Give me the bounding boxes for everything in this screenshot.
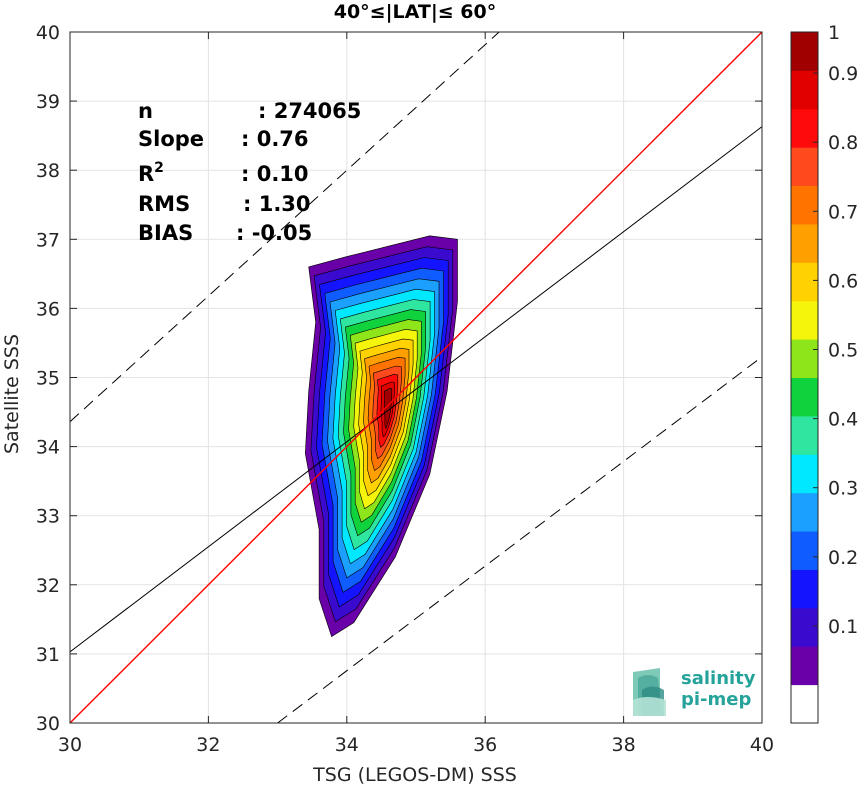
stat-label: BIAS: [138, 221, 193, 245]
colorbar-segment: [791, 339, 818, 378]
colorbar-segment: [791, 646, 818, 686]
x-axis-label: TSG (LEGOS-DM) SSS: [312, 764, 517, 786]
stat-label: RMS: [138, 192, 190, 216]
colorbar-segment: [791, 377, 818, 417]
colorbar-tick-label: 0.9: [828, 63, 858, 85]
y-tick-label: 37: [36, 229, 60, 251]
colorbar-tick-label: 1: [828, 22, 840, 44]
fit-line: [70, 126, 762, 653]
logo-line1: salinity: [681, 668, 756, 689]
contour-level-17: [383, 387, 393, 429]
colorbar-ticks: 0.1 0.2 0.3 0.4 0.5 0.6 0.7 0.8 0.9 1: [813, 22, 858, 638]
colorbar-segment: [791, 415, 818, 455]
y-tick-label: 36: [36, 298, 60, 320]
colorbar-tick-label: 0.3: [828, 478, 858, 500]
colorbar-segment: [791, 70, 818, 110]
stat-label: n: [138, 99, 153, 123]
colorbar-segment: [791, 262, 818, 302]
stat-value: : -0.05: [236, 221, 312, 245]
stat-superscript: 2: [154, 160, 164, 176]
logo-line2: pi-mep: [681, 689, 751, 710]
stats-box: n : 274065 Slope : 0.76 R2 : 0.10 RMS : 1.30 BIA…: [138, 99, 361, 245]
reference-lines: [70, 32, 762, 723]
y-tick-label: 34: [36, 437, 60, 459]
colorbar-tick-label: 0.5: [828, 340, 858, 362]
y-tick-label: 33: [36, 506, 60, 528]
x-axis-ticks: 30 32 34 36 38 40: [58, 32, 774, 756]
y-axis-ticks: 30 31 32 33 34 35 36 37 38 39 40: [36, 22, 762, 735]
stat-value: : 274065: [258, 99, 361, 123]
colorbar-segment: [791, 32, 818, 71]
colorbar-segment: [791, 185, 818, 225]
colorbar-segment: [791, 147, 818, 187]
colorbar-segment: [791, 607, 818, 647]
y-tick-label: 30: [36, 713, 60, 735]
colorbar-segment: [791, 569, 818, 609]
colorbar: [790, 31, 819, 724]
y-tick-label: 31: [36, 644, 60, 666]
colorbar-segment: [791, 300, 818, 340]
colorbar-frame: [790, 31, 819, 724]
y-tick-label: 35: [36, 368, 60, 390]
colorbar-segment: [791, 492, 818, 532]
salinity-waves-icon: [633, 668, 666, 716]
x-tick-label: 38: [612, 734, 636, 756]
identity-line: [70, 32, 762, 723]
colorbar-tick-label: 0.7: [828, 201, 858, 223]
density-contours: [305, 235, 458, 637]
colorbar-segment: [791, 684, 818, 724]
colorbar-segment: [791, 108, 818, 148]
colorbar-tick-label: 0.8: [828, 132, 858, 154]
y-tick-label: 38: [36, 160, 60, 182]
stat-value: : 0.10: [241, 162, 309, 186]
y-axis-label: Satellite SSS: [1, 334, 23, 454]
x-tick-label: 30: [58, 734, 82, 756]
colorbar-tick-label: 0.2: [828, 547, 858, 569]
colorbar-segment: [791, 454, 818, 494]
chart-title: 40°≤|LAT|≤ 60°: [334, 1, 497, 23]
x-tick-label: 40: [750, 734, 774, 756]
y-tick-label: 39: [36, 91, 60, 113]
colorbar-tick-label: 0.6: [828, 270, 858, 292]
logo: salinity pi-mep: [633, 668, 756, 716]
stat-value: : 0.76: [241, 127, 309, 151]
colorbar-segment: [791, 531, 818, 570]
x-tick-label: 32: [196, 734, 220, 756]
stat-label: R2: [138, 160, 164, 186]
stat-label: Slope: [138, 127, 204, 151]
stat-value: : 1.30: [243, 192, 311, 216]
x-tick-label: 36: [473, 734, 497, 756]
lower-dashed-line: [277, 356, 762, 723]
x-tick-label: 34: [335, 734, 359, 756]
y-tick-label: 40: [36, 22, 60, 44]
colorbar-tick-label: 0.4: [828, 409, 858, 431]
colorbar-segment: [791, 223, 818, 263]
colorbar-tick-label: 0.1: [828, 616, 858, 638]
y-tick-label: 32: [36, 575, 60, 597]
